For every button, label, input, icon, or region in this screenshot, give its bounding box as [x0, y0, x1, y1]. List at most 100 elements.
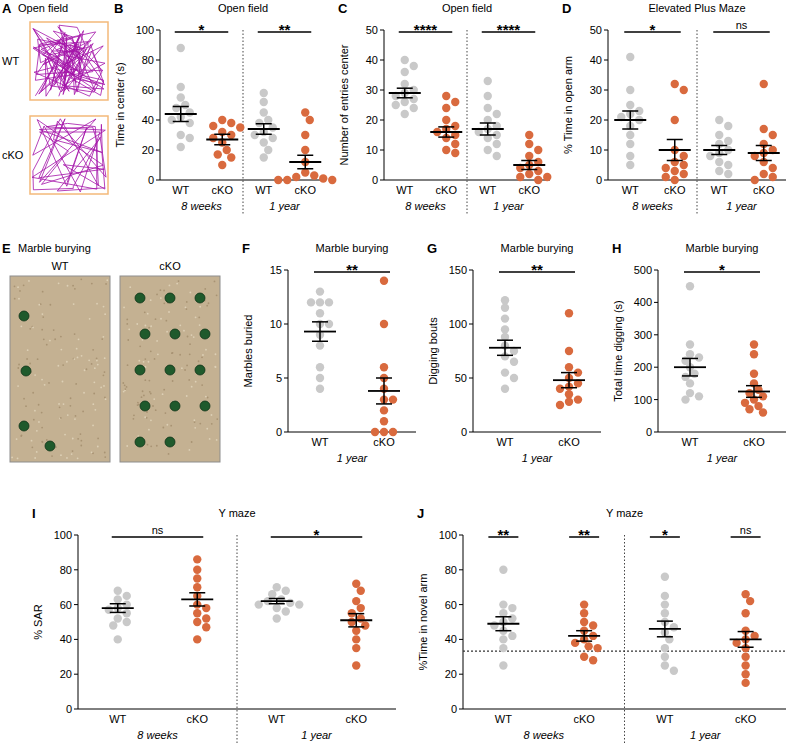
mean-line — [487, 623, 519, 625]
significance-label: ** — [279, 21, 291, 38]
y-tick-label: 20 — [142, 144, 154, 156]
y-tick-label: 30 — [590, 84, 602, 96]
data-point — [751, 176, 759, 184]
bedding-texture — [184, 369, 186, 371]
bedding-texture — [104, 456, 106, 458]
data-point — [352, 597, 360, 605]
marble — [170, 329, 180, 339]
category-label: cKO — [295, 184, 317, 196]
bedding-texture — [146, 411, 148, 413]
y-tick — [654, 270, 658, 271]
bedding-texture — [166, 331, 168, 333]
sem-cap — [269, 598, 285, 600]
data-point — [626, 53, 634, 61]
bedding-texture — [93, 393, 95, 395]
y-tick — [380, 180, 384, 181]
bedding-texture — [208, 302, 210, 304]
panel-letter: C — [338, 1, 348, 16]
panel-title: Marble burying — [501, 242, 574, 254]
bedding-texture — [171, 352, 173, 354]
data-point — [193, 635, 201, 643]
sem-cap — [657, 636, 673, 638]
data-point — [186, 119, 194, 127]
data-point — [741, 609, 749, 617]
bedding-texture — [91, 283, 93, 285]
bedding-texture — [204, 288, 206, 290]
bedding-texture — [199, 324, 201, 326]
bedding-texture — [126, 319, 128, 321]
y-axis — [658, 270, 659, 432]
y-tick — [604, 30, 608, 31]
bedding-texture — [165, 412, 167, 414]
cage-bedding — [120, 276, 220, 462]
data-point — [565, 309, 573, 317]
data-point — [662, 164, 670, 172]
bedding-texture — [28, 280, 30, 282]
bedding-texture — [20, 435, 22, 437]
bedding-texture — [155, 318, 157, 320]
data-point — [501, 296, 509, 304]
data-point — [193, 555, 201, 563]
sem-cap — [110, 603, 126, 605]
data-point — [301, 108, 309, 116]
data-point — [209, 134, 217, 142]
data-point — [442, 146, 450, 154]
category-label: cKO — [573, 713, 595, 725]
data-point — [565, 363, 573, 371]
y-tick-label: 300 — [634, 329, 652, 341]
mean-line — [568, 635, 600, 637]
bedding-texture — [148, 361, 150, 363]
bedding-texture — [160, 289, 162, 291]
data-point — [277, 595, 285, 603]
data-point — [202, 604, 210, 612]
data-point — [442, 92, 450, 100]
y-tick — [156, 120, 160, 121]
data-point — [264, 116, 272, 124]
data-point — [352, 644, 360, 652]
bedding-texture — [186, 395, 188, 397]
y-tick — [604, 90, 608, 91]
bedding-texture — [33, 419, 35, 421]
data-point — [499, 635, 507, 643]
group-label: 1 year — [522, 452, 554, 464]
bedding-texture — [193, 336, 195, 338]
bedding-texture — [34, 374, 36, 376]
sem-cap — [438, 136, 454, 138]
bedding-texture — [31, 446, 33, 448]
data-point — [451, 122, 459, 130]
data-point — [715, 131, 723, 139]
bedding-texture — [92, 425, 94, 427]
data-point — [227, 153, 235, 161]
bedding-texture — [53, 329, 55, 331]
data-point — [501, 304, 509, 312]
bedding-texture — [67, 285, 69, 287]
bedding-texture — [73, 303, 75, 305]
y-tick — [604, 150, 608, 151]
y-tick-label: 500 — [634, 264, 652, 276]
bedding-texture — [80, 433, 82, 435]
bedding-texture — [195, 381, 197, 383]
y-tick — [604, 120, 608, 121]
data-point — [328, 176, 336, 184]
chance-line — [463, 650, 786, 651]
marble — [165, 293, 175, 303]
category-label: WT — [311, 436, 328, 448]
data-point — [510, 374, 518, 382]
bedding-texture — [170, 425, 172, 427]
bedding-texture — [149, 391, 151, 393]
y-tick — [654, 302, 658, 303]
y-tick-label: 5 — [276, 372, 282, 384]
bedding-texture — [150, 393, 152, 395]
y-axis-title: Total time digging (s) — [612, 300, 624, 402]
mean-line — [748, 152, 780, 154]
bedding-texture — [42, 291, 44, 293]
data-point — [260, 98, 268, 106]
bedding-texture — [82, 410, 84, 412]
mean-line — [289, 161, 321, 163]
bedding-texture — [202, 354, 204, 356]
data-point — [741, 653, 749, 661]
bedding-texture — [162, 393, 164, 395]
category-label: cKO — [519, 184, 541, 196]
group-label: 1 year — [726, 200, 758, 212]
bedding-texture — [41, 329, 43, 331]
